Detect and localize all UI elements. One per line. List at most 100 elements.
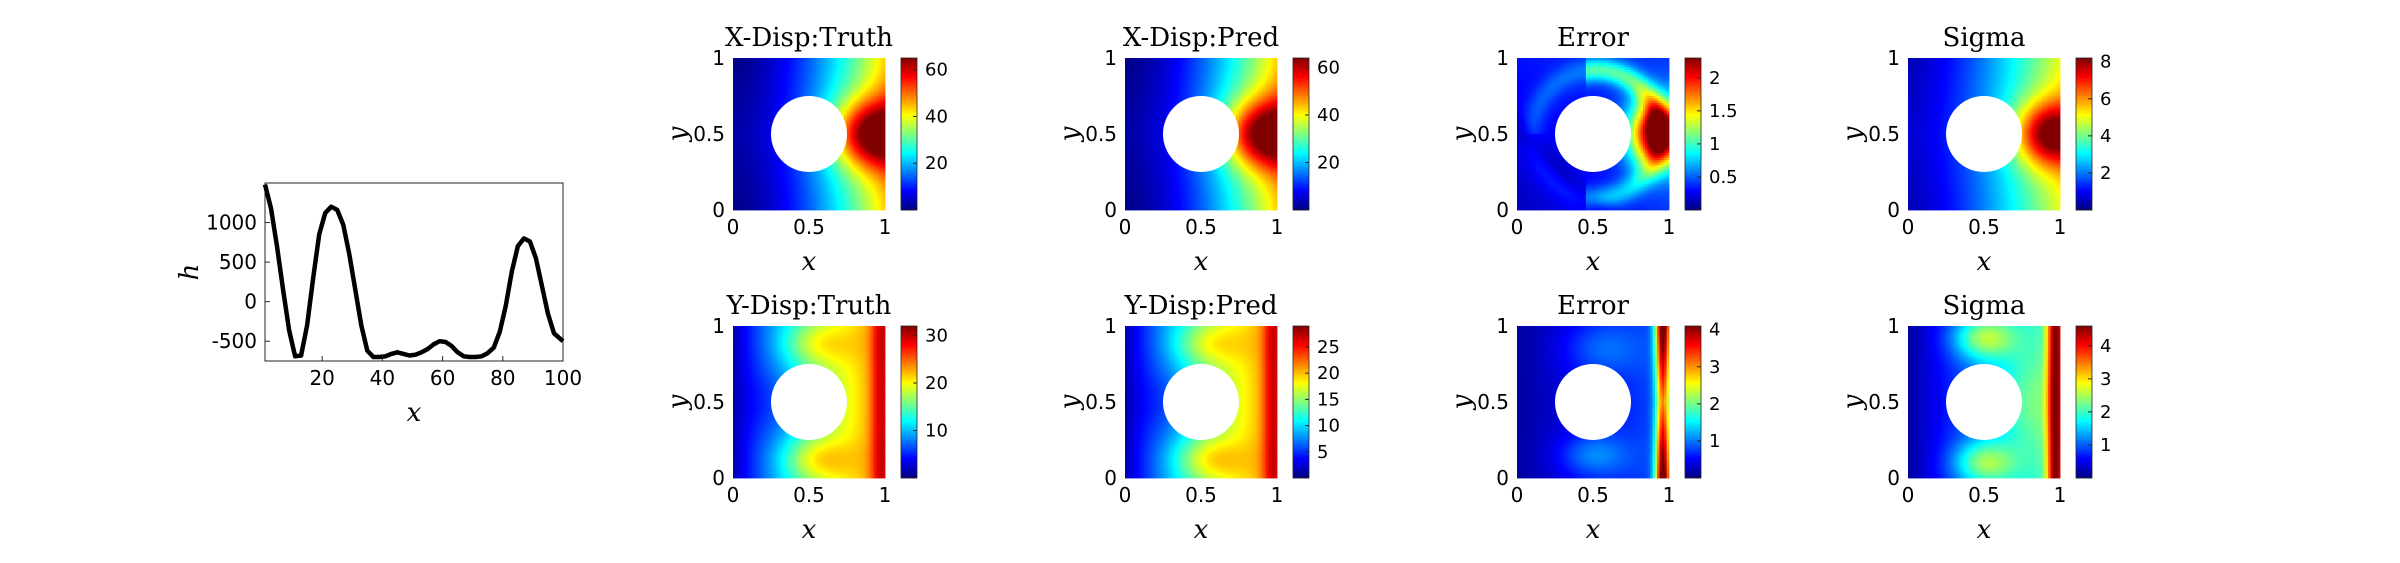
colorbar-tick-label: 2 bbox=[1709, 68, 1720, 89]
y-tick-label: 0 bbox=[1104, 198, 1117, 222]
panel-title: X-Disp:Pred bbox=[1123, 23, 1279, 53]
y-tick-label: 0 bbox=[1496, 466, 1509, 490]
y-tick-label: 0 bbox=[1104, 466, 1117, 490]
hole-circle bbox=[1555, 364, 1631, 440]
colorbar bbox=[1685, 58, 1701, 210]
y-tick-label: 0.5 bbox=[1477, 122, 1509, 146]
x-tick-label: 0 bbox=[1511, 483, 1524, 507]
y-axis-label: h bbox=[175, 264, 205, 281]
colorbar-tick-label: 40 bbox=[1317, 105, 1340, 126]
colorbar-tick-label: 20 bbox=[925, 373, 948, 394]
colorbar-tick-label: 20 bbox=[1317, 153, 1340, 174]
colorbar-tick-label: 3 bbox=[1709, 357, 1720, 378]
colorbar-tick-label: 6 bbox=[2100, 89, 2111, 110]
x-axis-label: x bbox=[1586, 247, 1601, 277]
x-tick-label: 0 bbox=[727, 215, 740, 239]
x-axis-label: x bbox=[1194, 247, 1209, 277]
y-axis-label: y bbox=[1055, 394, 1085, 410]
y-tick-label: 1 bbox=[1496, 46, 1509, 70]
x-tick-label: 1 bbox=[1663, 215, 1676, 239]
x-tick-label: 60 bbox=[430, 366, 455, 390]
y-tick-label: 1 bbox=[1104, 46, 1117, 70]
x-axis-label: x bbox=[1977, 515, 1992, 545]
x-axis-label: x bbox=[802, 247, 817, 277]
colorbar bbox=[1293, 58, 1309, 210]
y-tick-label: 1 bbox=[1887, 314, 1900, 338]
y-tick-label: 1000 bbox=[206, 211, 257, 235]
hole-circle bbox=[1946, 364, 2022, 440]
colorbar bbox=[2076, 326, 2092, 478]
x-tick-label: 0.5 bbox=[1577, 483, 1609, 507]
y-tick-label: 0 bbox=[244, 290, 257, 314]
panel-title: Sigma bbox=[1943, 291, 2026, 321]
y-tick-label: 1 bbox=[1887, 46, 1900, 70]
panel-title: Y-Disp:Pred bbox=[1124, 291, 1278, 321]
y-axis-label: y bbox=[1447, 394, 1477, 410]
colorbar-tick-label: 30 bbox=[925, 326, 948, 347]
y-axis-label: y bbox=[1838, 126, 1868, 142]
hole-circle bbox=[771, 96, 847, 172]
x-tick-label: 1 bbox=[1271, 215, 1284, 239]
x-tick-label: 0 bbox=[1511, 215, 1524, 239]
y-axis-label: y bbox=[663, 126, 693, 142]
x-tick-label: 0.5 bbox=[793, 215, 825, 239]
colorbar-tick-label: 25 bbox=[1317, 337, 1340, 358]
x-tick-label: 0.5 bbox=[1185, 215, 1217, 239]
x-tick-label: 20 bbox=[309, 366, 334, 390]
x-axis-label: x bbox=[407, 398, 422, 428]
y-tick-label: 0 bbox=[712, 198, 725, 222]
y-tick-label: 0.5 bbox=[1868, 390, 1900, 414]
x-tick-label: 1 bbox=[879, 215, 892, 239]
y-tick-label: 0 bbox=[712, 466, 725, 490]
x-tick-label: 1 bbox=[2054, 215, 2067, 239]
colorbar-tick-label: 1 bbox=[2100, 435, 2111, 456]
x-axis-label: x bbox=[802, 515, 817, 545]
x-tick-label: 1 bbox=[1271, 483, 1284, 507]
y-tick-label: 1 bbox=[712, 46, 725, 70]
line-plot-axes-box bbox=[265, 183, 563, 361]
colorbar-tick-label: 4 bbox=[2100, 126, 2111, 147]
x-tick-label: 0 bbox=[1119, 215, 1132, 239]
panel-title: X-Disp:Truth bbox=[725, 23, 893, 53]
colorbar bbox=[901, 326, 917, 478]
x-tick-label: 0 bbox=[1902, 215, 1915, 239]
y-tick-label: 0.5 bbox=[1085, 122, 1117, 146]
colorbar-tick-label: 20 bbox=[925, 153, 948, 174]
y-axis-label: y bbox=[1055, 126, 1085, 142]
panel-title: Y-Disp:Truth bbox=[726, 291, 892, 321]
x-tick-label: 0 bbox=[1902, 483, 1915, 507]
x-tick-label: 100 bbox=[544, 366, 582, 390]
y-tick-label: 0 bbox=[1887, 198, 1900, 222]
colorbar-tick-label: 4 bbox=[2100, 336, 2111, 357]
x-tick-label: 40 bbox=[370, 366, 395, 390]
colorbar-tick-label: 1 bbox=[1709, 431, 1720, 452]
colorbar-tick-label: 40 bbox=[925, 106, 948, 127]
colorbar-tick-label: 60 bbox=[1317, 58, 1340, 79]
colorbar-tick-label: 2 bbox=[1709, 394, 1720, 415]
x-tick-label: 1 bbox=[2054, 483, 2067, 507]
colorbar bbox=[1293, 326, 1309, 478]
colorbar-tick-label: 2 bbox=[2100, 402, 2111, 423]
x-axis-label: x bbox=[1977, 247, 1992, 277]
y-axis-label: y bbox=[663, 394, 693, 410]
y-tick-label: 1 bbox=[1496, 314, 1509, 338]
hole-circle bbox=[771, 364, 847, 440]
x-tick-label: 0 bbox=[1119, 483, 1132, 507]
colorbar bbox=[1685, 326, 1701, 478]
y-tick-label: 0.5 bbox=[1477, 390, 1509, 414]
y-tick-label: 0.5 bbox=[1868, 122, 1900, 146]
x-tick-label: 0.5 bbox=[1577, 215, 1609, 239]
y-tick-label: 0.5 bbox=[693, 122, 725, 146]
x-tick-label: 0.5 bbox=[1185, 483, 1217, 507]
colorbar-tick-label: 1 bbox=[1709, 134, 1720, 155]
colorbar bbox=[2076, 58, 2092, 210]
y-tick-label: -500 bbox=[212, 329, 257, 353]
hole-circle bbox=[1946, 96, 2022, 172]
colorbar-tick-label: 10 bbox=[1317, 416, 1340, 437]
colorbar-tick-label: 2 bbox=[2100, 163, 2111, 184]
hole-circle bbox=[1163, 364, 1239, 440]
colorbar-tick-label: 15 bbox=[1317, 389, 1340, 410]
x-tick-label: 80 bbox=[490, 366, 515, 390]
colorbar-tick-label: 0.5 bbox=[1709, 167, 1738, 188]
